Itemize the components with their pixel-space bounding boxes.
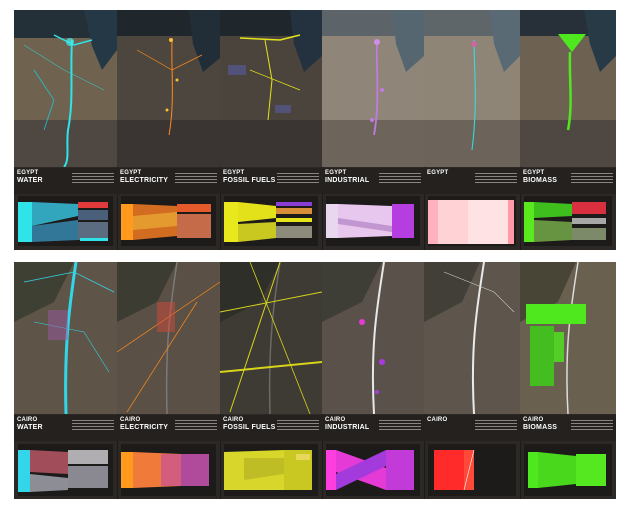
egypt-electricity-caption: EGYPT ELECTRICITY	[117, 168, 220, 194]
egypt-water-map	[14, 10, 117, 167]
cairo-water-panel: CAIRO WATER	[14, 262, 118, 499]
panel-country-label: EGYPT	[120, 170, 142, 176]
cairo-fossil-fuels-panel: CAIRO FOSSIL FUELS	[220, 262, 323, 499]
cairo-biomass-map	[520, 262, 616, 414]
egypt-biomass-caption: EGYPT BIOMASS	[520, 168, 616, 194]
panel-sector-label: FOSSIL FUELS	[223, 424, 276, 431]
panel-sector-label: FOSSIL FUELS	[223, 177, 276, 184]
panel-country-label: CAIRO	[223, 417, 244, 423]
egypt-water-caption: EGYPT WATER	[14, 168, 117, 194]
caption-notes	[277, 171, 319, 185]
egypt-biomass-panel: EGYPT BIOMASS	[520, 10, 616, 250]
cairo-biomass-caption: CAIRO BIOMASS	[520, 415, 616, 441]
caption-notes	[175, 418, 217, 432]
panel-country-label: CAIRO	[523, 417, 544, 423]
caption-notes	[379, 171, 421, 185]
panel-country-label: EGYPT	[523, 170, 545, 176]
cairo-electricity-caption: CAIRO ELECTRICITY	[117, 415, 220, 441]
panel-sector-label: BIOMASS	[523, 177, 558, 184]
panel-sector-label: WATER	[17, 424, 43, 431]
cairo-water-map	[14, 262, 117, 414]
caption-notes	[72, 418, 114, 432]
cairo-industrial-panel: CAIRO INDUSTRIAL	[322, 262, 425, 499]
egypt-biomass-flow-diagram	[524, 196, 612, 246]
cairo-fossil-fuels-flow-diagram	[224, 444, 318, 496]
cairo-electricity-map	[117, 262, 220, 414]
egypt-pink-flow-diagram	[428, 196, 516, 246]
egypt-industrial-panel: EGYPT INDUSTRIAL	[322, 10, 425, 250]
egypt-water-flow-diagram	[18, 196, 113, 246]
egypt-fossil-fuels-flow-diagram	[224, 196, 318, 246]
egypt-pink-map	[424, 10, 520, 167]
egypt-biomass-map	[520, 10, 616, 167]
cairo-industrial-flow-diagram	[326, 444, 420, 496]
panel-country-label: EGYPT	[427, 170, 449, 176]
egypt-fossil-fuels-caption: EGYPT FOSSIL FUELS	[220, 168, 322, 194]
cairo-electricity-flow-diagram	[121, 444, 216, 496]
cairo-industrial-map	[322, 262, 424, 414]
egypt-industrial-flow-diagram	[326, 196, 420, 246]
caption-notes	[475, 171, 517, 185]
panel-country-label: EGYPT	[223, 170, 245, 176]
cairo-industrial-caption: CAIRO INDUSTRIAL	[322, 415, 424, 441]
egypt-industrial-map	[322, 10, 424, 167]
cairo-red-flow-diagram	[428, 444, 516, 496]
egypt-industrial-caption: EGYPT INDUSTRIAL	[322, 168, 424, 194]
egypt-electricity-flow-diagram	[121, 196, 216, 246]
egypt-pink-caption: EGYPT	[424, 168, 520, 194]
panel-sector-label: BIOMASS	[523, 424, 558, 431]
caption-notes	[277, 418, 319, 432]
egypt-fossil-fuels-map	[220, 10, 322, 167]
caption-notes	[175, 171, 217, 185]
caption-notes	[475, 418, 517, 432]
cairo-red-panel: CAIRO	[424, 262, 521, 499]
panel-country-label: EGYPT	[325, 170, 347, 176]
panel-country-label: CAIRO	[17, 417, 38, 423]
cairo-red-caption: CAIRO	[424, 415, 520, 441]
panel-sector-label: ELECTRICITY	[120, 424, 169, 431]
egypt-electricity-map	[117, 10, 220, 167]
egypt-pink-panel: EGYPT	[424, 10, 521, 250]
panel-country-label: CAIRO	[120, 417, 141, 423]
panel-country-label: CAIRO	[427, 417, 448, 423]
caption-notes	[72, 171, 114, 185]
cairo-biomass-panel: CAIRO BIOMASS	[520, 262, 616, 499]
egypt-water-panel: EGYPT WATER	[14, 10, 118, 250]
egypt-electricity-panel: EGYPT ELECTRICITY	[117, 10, 221, 250]
panel-country-label: CAIRO	[325, 417, 346, 423]
cairo-fossil-fuels-caption: CAIRO FOSSIL FUELS	[220, 415, 322, 441]
cairo-biomass-flow-diagram	[524, 444, 612, 496]
panel-sector-label: WATER	[17, 177, 43, 184]
panel-sector-label: INDUSTRIAL	[325, 424, 370, 431]
cairo-electricity-panel: CAIRO ELECTRICITY	[117, 262, 221, 499]
cairo-poster-sheet: CAIRO WATER CAIRO	[14, 262, 616, 499]
cairo-water-flow-diagram	[18, 444, 113, 496]
egypt-fossil-fuels-panel: EGYPT FOSSIL FUELS	[220, 10, 323, 250]
cairo-water-caption: CAIRO WATER	[14, 415, 117, 441]
cairo-red-map	[424, 262, 520, 414]
caption-notes	[571, 171, 613, 185]
panel-sector-label: INDUSTRIAL	[325, 177, 370, 184]
panel-sector-label: ELECTRICITY	[120, 177, 169, 184]
cairo-fossil-fuels-map	[220, 262, 322, 414]
panel-country-label: EGYPT	[17, 170, 39, 176]
caption-notes	[571, 418, 613, 432]
caption-notes	[379, 418, 421, 432]
egypt-poster-sheet: EGYPT WATER	[14, 10, 616, 250]
